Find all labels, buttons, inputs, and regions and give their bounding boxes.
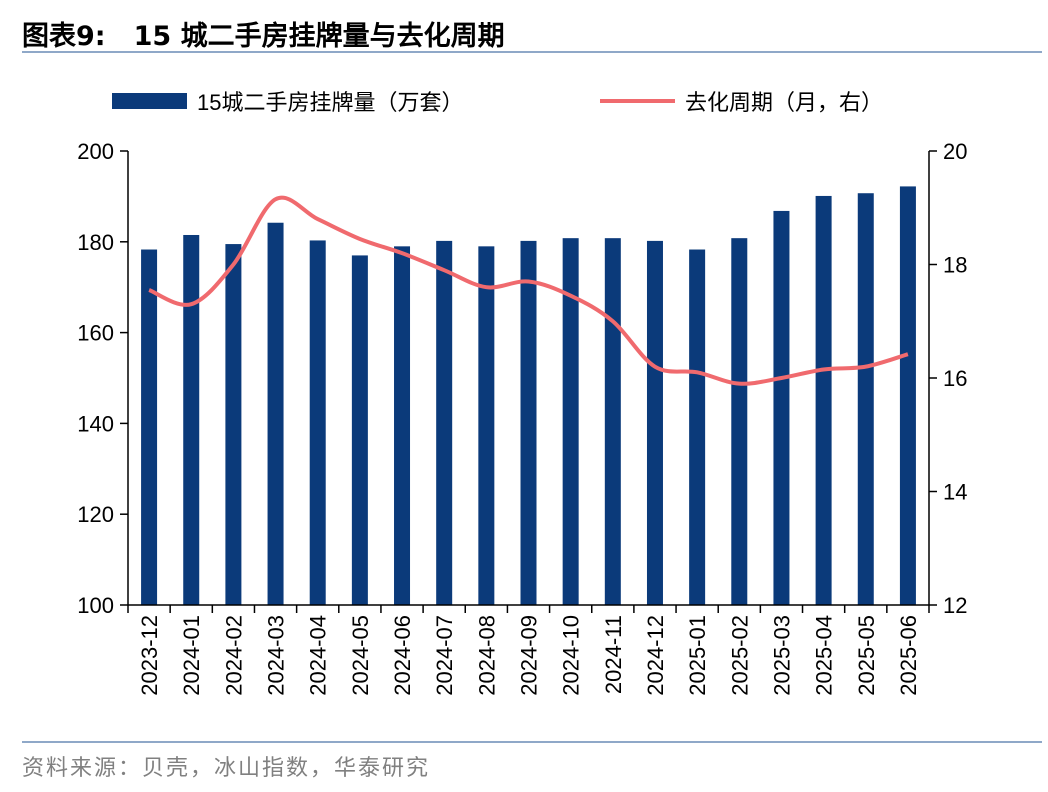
x-tick-label: 2024-09 [517, 615, 542, 696]
figure-label: 图表9: [22, 21, 106, 52]
figure-title: 图表9: 15 城二手房挂牌量与去化周期 [22, 14, 505, 53]
bar [267, 222, 284, 605]
legend: 15城二手房挂牌量（万套） 去化周期（月，右） [112, 90, 883, 115]
x-tick-label: 2024-07 [432, 615, 457, 696]
legend-bar-swatch [112, 93, 187, 109]
bar [183, 234, 200, 606]
footer-rule [22, 741, 1042, 743]
bar [141, 249, 158, 605]
bar [773, 210, 790, 606]
bar [899, 186, 916, 606]
x-tick-label: 2025-04 [812, 615, 837, 696]
x-tick-label: 2023-12 [137, 615, 162, 696]
left-tick-label: 120 [77, 502, 114, 527]
bar [815, 195, 832, 606]
bar [520, 240, 537, 605]
bar [225, 244, 242, 605]
bar-series [141, 186, 916, 606]
x-tick-label: 2024-05 [348, 615, 373, 696]
x-tick-label: 2024-01 [179, 615, 204, 696]
x-tick-label: 2025-01 [685, 615, 710, 696]
right-tick-label: 18 [943, 253, 967, 278]
x-tick-label: 2024-06 [390, 615, 415, 696]
left-tick-label: 100 [77, 593, 114, 618]
source-note: 资料来源：贝壳，冰山指数，华泰研究 [22, 756, 431, 781]
x-tick-label: 2025-06 [896, 615, 921, 696]
bar [646, 240, 663, 605]
x-tick-label: 2024-02 [221, 615, 246, 696]
right-tick-label: 14 [943, 480, 967, 505]
x-tick-label: 2024-04 [306, 615, 331, 696]
legend-bar-label: 15城二手房挂牌量（万套） [197, 90, 463, 115]
bar [309, 240, 326, 606]
bar [436, 240, 453, 605]
axes: 100 120 140 160 180 200 12 14 16 18 20 2023-12 2024-… [77, 139, 967, 696]
right-tick-label: 20 [943, 139, 967, 164]
x-tick-label: 2025-02 [727, 615, 752, 696]
line-series [148, 195, 909, 386]
right-tick-label: 16 [943, 366, 967, 391]
x-tick-label: 2025-05 [854, 615, 879, 696]
x-tick-label: 2024-11 [601, 615, 626, 694]
x-tick-label: 2024-08 [474, 615, 499, 696]
bar [731, 238, 748, 605]
bar [351, 255, 368, 606]
left-tick-label: 180 [77, 230, 114, 255]
bar [478, 246, 495, 605]
figure-title-text: 15 城二手房挂牌量与去化周期 [133, 21, 505, 52]
left-tick-label: 140 [77, 411, 114, 436]
x-tick-label: 2024-03 [264, 615, 289, 696]
bar [562, 238, 579, 605]
bar [857, 193, 874, 606]
bar [689, 249, 706, 605]
x-tick-label: 2024-12 [643, 615, 668, 696]
line-series-path [148, 195, 909, 386]
left-tick-label: 200 [77, 139, 114, 164]
right-tick-label: 12 [943, 593, 967, 618]
x-tick-label: 2024-10 [559, 615, 584, 696]
bar [394, 246, 411, 605]
legend-line-label: 去化周期（月，右） [685, 90, 883, 115]
bar [604, 238, 621, 605]
x-tick-label: 2025-03 [769, 615, 794, 696]
title-rule [22, 51, 1042, 53]
left-tick-label: 160 [77, 321, 114, 346]
